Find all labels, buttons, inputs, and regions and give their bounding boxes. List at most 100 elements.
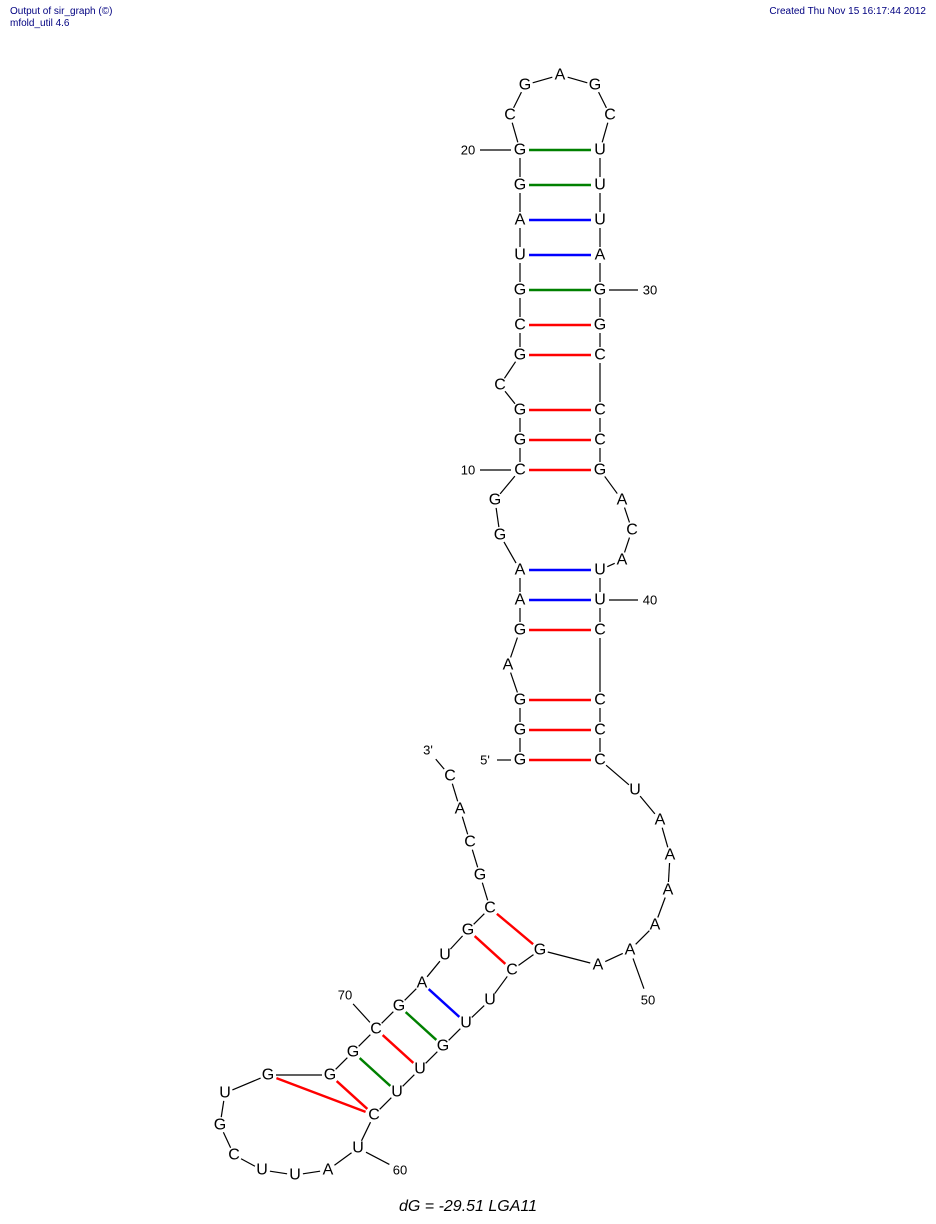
nucleotide-base: U — [219, 1085, 231, 1102]
backbone-segment — [625, 508, 630, 523]
backbone-segment — [519, 955, 534, 966]
nucleotide-base: C — [504, 107, 516, 124]
nucleotide-base: C — [494, 377, 506, 394]
backbone-segment — [472, 1006, 484, 1018]
backbone-segment — [640, 796, 655, 814]
nucleotide-base: C — [228, 1147, 240, 1164]
nucleotide-base: C — [626, 522, 638, 539]
basepair-bond — [429, 989, 460, 1017]
nucleotide-base: C — [594, 752, 606, 769]
nucleotide-base: U — [439, 947, 451, 964]
nucleotide-base: A — [665, 847, 676, 864]
backbone-segment — [462, 817, 467, 835]
backbone-segment — [270, 1171, 287, 1174]
backbone-segment — [496, 508, 499, 527]
backbone-segment — [607, 563, 614, 566]
backbone-segment — [426, 1052, 438, 1064]
nucleotide-base: G — [474, 867, 486, 884]
nucleotide-base: C — [514, 462, 526, 479]
backbone-segment — [599, 92, 607, 108]
backbone-segment — [548, 952, 591, 963]
nucleotide-base: G — [393, 998, 405, 1015]
backbone-segment — [500, 476, 515, 494]
end-label: 5' — [480, 753, 490, 768]
nucleotide-base: C — [594, 402, 606, 419]
nucleotide-base: U — [594, 562, 606, 579]
backbone-segment — [514, 92, 522, 108]
nucleotide-base: G — [214, 1117, 226, 1134]
nucleotide-base: A — [417, 975, 428, 992]
backbone-segment — [668, 863, 669, 882]
position-number: 40 — [643, 593, 657, 608]
nucleotide-base: G — [514, 347, 526, 364]
nucleotide-base: C — [368, 1107, 380, 1124]
number-tick — [353, 1004, 370, 1022]
nucleotide-base: C — [444, 768, 456, 785]
backbone-segment — [474, 914, 485, 925]
nucleotide-base: G — [514, 622, 526, 639]
end-tick — [436, 759, 444, 769]
backbone-segment — [605, 953, 623, 961]
nucleotide-base: A — [555, 67, 566, 84]
number-tick — [633, 958, 644, 988]
backbone-segment — [511, 638, 518, 658]
nucleotide-base: U — [594, 142, 606, 159]
nucleotide-base: A — [515, 592, 526, 609]
nucleotide-base: A — [455, 801, 466, 818]
backbone-segment — [449, 1029, 461, 1041]
nucleotide-base: G — [347, 1044, 359, 1061]
nucleotide-base: A — [617, 492, 628, 509]
nucleotide-base: G — [437, 1038, 449, 1055]
basepair-bond — [497, 914, 533, 944]
backbone-segment — [568, 77, 588, 83]
backbone-segment — [303, 1171, 320, 1174]
position-number: 70 — [338, 988, 352, 1003]
nucleotide-base: G — [534, 942, 546, 959]
backbone-segment — [427, 961, 440, 977]
position-number: 10 — [461, 463, 475, 478]
nucleotide-base: G — [324, 1067, 336, 1084]
backbone-segment — [241, 1159, 255, 1166]
backbone-segment — [336, 1058, 348, 1070]
nucleotide-base: C — [594, 722, 606, 739]
nucleotide-base: G — [594, 317, 606, 334]
backbone-segment — [495, 976, 508, 993]
backbone-segment — [511, 673, 518, 693]
nucleotide-base: G — [514, 177, 526, 194]
rna-structure-diagram: 102030405060705'3'GGGAGAAGGCGGCGCGUAGGCG… — [0, 0, 936, 1224]
nucleotide-base: C — [506, 962, 518, 979]
nucleotide-base: G — [594, 462, 606, 479]
nucleotide-base: C — [594, 347, 606, 364]
nucleotide-base: A — [650, 917, 661, 934]
backbone-segment — [221, 1101, 224, 1117]
nucleotide-base: C — [594, 432, 606, 449]
backbone-segment — [472, 850, 477, 868]
backbone-segment — [405, 989, 417, 1001]
backbone-segment — [662, 828, 668, 848]
number-tick — [366, 1152, 389, 1164]
nucleotide-base: G — [514, 722, 526, 739]
nucleotide-base: U — [594, 212, 606, 229]
backbone-segment — [361, 1122, 370, 1141]
position-number: 50 — [641, 993, 655, 1008]
nucleotide-base: C — [604, 107, 616, 124]
backbone-segment — [482, 883, 487, 901]
nucleotide-base: G — [519, 77, 531, 94]
nucleotide-base: U — [484, 992, 496, 1009]
nucleotide-base: U — [289, 1167, 301, 1184]
nucleotide-base: C — [370, 1021, 382, 1038]
position-number: 30 — [643, 283, 657, 298]
nucleotide-base: U — [256, 1162, 268, 1179]
nucleotide-base: C — [484, 900, 496, 917]
backbone-segment — [403, 1075, 415, 1087]
backbone-segment — [625, 538, 630, 553]
nucleotide-base: G — [514, 692, 526, 709]
nucleotide-base: U — [352, 1140, 364, 1157]
basepair-bond — [337, 1081, 368, 1109]
nucleotide-base: G — [514, 752, 526, 769]
backbone-segment — [359, 1035, 371, 1047]
backbone-segment — [636, 931, 650, 945]
nucleotide-base: G — [594, 282, 606, 299]
backbone-segment — [504, 542, 516, 563]
nucleotide-base: U — [594, 592, 606, 609]
